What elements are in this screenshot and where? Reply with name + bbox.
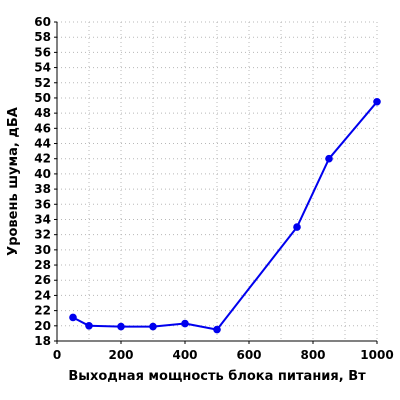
y-tick-label: 18 [34,334,51,348]
y-tick-label: 60 [34,15,51,29]
data-point [373,97,381,106]
x-tick-label: 1000 [360,348,393,362]
data-point [325,154,333,163]
series [69,97,381,334]
y-tick-label: 44 [34,137,51,151]
y-tick-label: 52 [34,76,51,90]
grid [57,21,378,341]
y-tick-label: 46 [34,121,51,135]
data-point [293,223,301,231]
data-point [117,322,125,331]
x-tick-label: 200 [108,348,133,362]
y-tick-label: 30 [34,243,51,257]
y-tick-label: 36 [34,197,51,211]
y-tick-label: 24 [34,288,51,302]
y-tick-label: 40 [34,167,51,181]
x-tick-label: 600 [236,348,261,362]
data-point [181,319,189,328]
y-tick-label: 58 [34,30,51,44]
y-tick-label: 28 [34,258,51,272]
x-tick-label: 800 [300,348,325,362]
y-tick-label: 54 [34,61,51,75]
y-tick-label: 26 [34,273,51,287]
y-tick-label: 48 [34,106,51,120]
y-tick-label: 56 [34,45,51,59]
y-tick-label: 50 [34,91,51,105]
data-point [213,325,221,334]
axes [54,21,378,344]
x-axis-title: Выходная мощность блока питания, Вт [68,369,366,384]
data-point [85,322,93,330]
y-tick-label: 42 [34,152,51,166]
y-tick-label: 34 [34,212,51,226]
x-tick-label: 0 [53,348,61,362]
y-axis-title: Уровень шума, дБА [6,107,21,256]
data-point [69,313,77,322]
x-tick-label: 400 [172,348,197,362]
y-tick-label: 22 [34,304,51,318]
y-tick-label: 20 [34,319,51,333]
y-tick-label: 38 [34,182,51,196]
y-tick-label: 32 [34,228,51,242]
data-point [149,322,157,331]
